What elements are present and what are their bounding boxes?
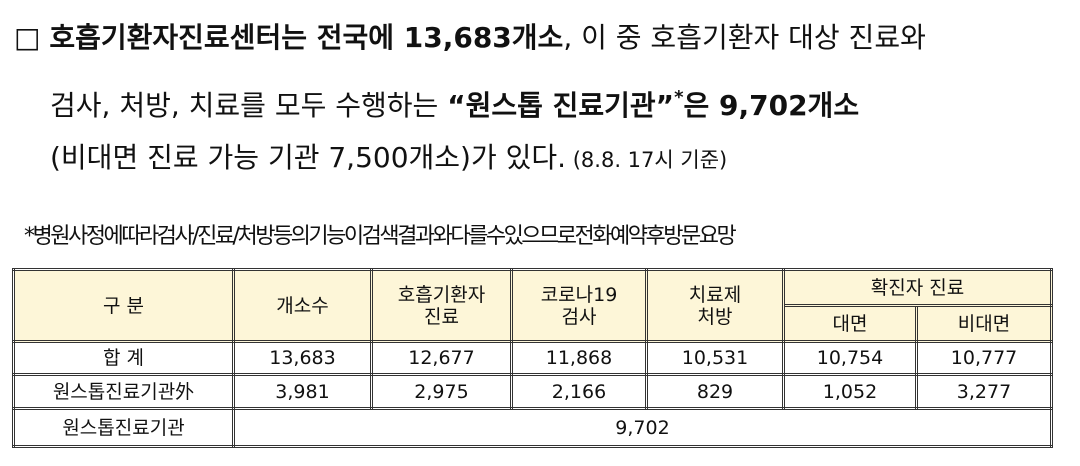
header-text: 개소수 — [276, 294, 329, 317]
table-cell: 829 — [645, 373, 785, 410]
header-text: 구 분 — [103, 294, 144, 317]
table-cell: 2,975 — [370, 373, 513, 410]
text-segment: 은 9,702개소 — [683, 89, 860, 122]
header-text: 호흡기환자 — [397, 283, 486, 306]
header-cell: 비대면 — [914, 304, 1054, 343]
table-row: 합 계 13,683 12,677 11,868 10,531 10,754 10,777 — [12, 340, 1054, 376]
text-segment: 검사, 처방, 치료를 모두 수행하는 — [50, 89, 448, 122]
header-row: 구 분 개소수 호흡기환자 진료 코로나19 검사 치료제 처방 확진자 진료 — [12, 268, 1054, 343]
text-segment: (8.8. 17시 기준) — [566, 148, 728, 172]
header-cell: 치료제 처방 — [645, 268, 785, 343]
table-row: 원스톱진료기관外 3,981 2,975 2,166 829 1,052 3,277 — [12, 373, 1054, 410]
paragraph-line: □ 호흡기환자진료센터는 전국에 13,683개소, 이 중 호흡기환자 대상 … — [14, 8, 1074, 68]
header-text: 코로나19 — [540, 283, 618, 306]
table-cell: 12,677 — [370, 340, 513, 376]
table-head: 구 분 개소수 호흡기환자 진료 코로나19 검사 치료제 처방 확진자 진료 대면 비대면 — [12, 268, 1054, 343]
table-cell: 1,052 — [782, 373, 918, 410]
header-row: 대면 비대면 — [14, 304, 1054, 343]
table-cell: 2,166 — [510, 373, 648, 410]
table-cell: 13,683 — [232, 340, 373, 376]
table: 구 분 개소수 호흡기환자 진료 코로나19 검사 치료제 처방 확진자 진료 대면 비대면 합 계… — [12, 268, 1054, 448]
header-cell: 개소수 — [232, 268, 373, 343]
table-cell: 10,754 — [782, 340, 918, 376]
table-cell: 11,868 — [510, 340, 648, 376]
table-body: 합 계 13,683 12,677 11,868 10,531 10,754 10,777 원… — [12, 340, 1054, 448]
header-text: 처방 — [697, 305, 733, 328]
table-cell: 3,981 — [232, 373, 373, 410]
paragraph-line: (비대면 진료 가능 기관 7,500개소)가 있다. (8.8. 17시 기준… — [14, 128, 1074, 188]
text-segment: 호흡기환자진료센터는 전국에 13,683개소 — [49, 21, 564, 54]
table-cell: 10,777 — [914, 340, 1054, 376]
note: *병원사정에따라검사/진료/처방등의기능이검색결과와다를수있으므로전화예약후방문… — [24, 224, 737, 249]
table-cell: 10,531 — [645, 340, 785, 376]
text-segment: * — [674, 87, 684, 108]
table-cell: 원스톱진료기관 — [12, 407, 235, 448]
paragraph-line: 검사, 처방, 치료를 모두 수행하는 “원스톱 진료기관”*은 9,702개소 — [14, 68, 1074, 128]
header-text: 검사 — [561, 305, 597, 328]
text-segment: (비대면 진료 가능 기관 7,500개소)가 있다. — [50, 141, 567, 174]
header-cell: 구 분 — [12, 268, 235, 343]
table-cell: 9,702 — [231, 407, 1054, 448]
table-cell: 합 계 — [12, 340, 235, 376]
text-segment: “원스톱 진료기관” — [447, 89, 675, 122]
header-cell: 코로나19 검사 — [510, 268, 648, 343]
header-cell: 확진자 진료 — [781, 268, 1054, 307]
text-segment: , 이 중 호흡기환자 대상 진료와 — [563, 21, 926, 54]
header-text: 치료제 — [688, 283, 742, 306]
header-text: 진료 — [424, 305, 459, 328]
table-row: 원스톱진료기관 9,702 — [12, 407, 1054, 448]
table-cell: 원스톱진료기관外 — [12, 373, 235, 410]
header-cell: 호흡기환자 진료 — [370, 268, 513, 343]
text-segment: □ — [14, 21, 50, 54]
paragraph: □ 호흡기환자진료센터는 전국에 13,683개소, 이 중 호흡기환자 대상 … — [14, 8, 1074, 188]
table-cell: 3,277 — [914, 373, 1054, 410]
header-cell: 대면 — [782, 304, 918, 343]
